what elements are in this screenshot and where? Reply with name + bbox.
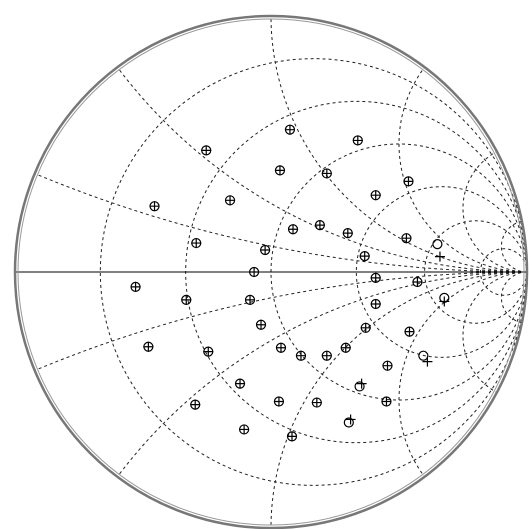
measured-point (432, 238, 443, 250)
simulated-point (311, 397, 322, 408)
measured-point (418, 350, 429, 361)
simulated-point (360, 322, 371, 333)
simulated-point (284, 124, 295, 135)
simulated-point (191, 238, 202, 249)
simulated-point (439, 296, 450, 307)
simulated-point (245, 294, 256, 305)
simulated-point (130, 281, 141, 292)
reactance-arc (398, 271, 528, 478)
reactance-arc (500, 271, 528, 324)
simulated-point (404, 326, 415, 337)
simulated-point (422, 356, 433, 367)
simulated-point (273, 396, 284, 407)
simulated-point (403, 176, 414, 187)
simulated-point (288, 224, 299, 235)
outer-circle-inner (17, 18, 525, 526)
simulated-point (225, 195, 236, 206)
simulated-point (314, 220, 325, 231)
simulated-point (382, 360, 393, 371)
measured-point (343, 417, 354, 428)
simulated-point (190, 399, 201, 410)
reactance-arc (34, 173, 528, 273)
simulated-point (342, 228, 353, 239)
simulated-point (356, 378, 367, 389)
simulated-point (345, 414, 356, 425)
simulated-point (434, 251, 445, 262)
reactance-arc (462, 151, 528, 273)
reactance-arc (117, 66, 528, 273)
simulated-point (203, 346, 214, 357)
simulated-point (321, 350, 332, 361)
reactance-arc (398, 66, 528, 273)
reactance-arc (270, 15, 528, 273)
reactance-arc (462, 271, 528, 393)
reactance-arc (34, 271, 528, 371)
measured-point (354, 381, 365, 392)
simulated-point (321, 168, 332, 179)
simulated-point (370, 272, 381, 283)
simulated-point (249, 267, 260, 277)
simulated-point (235, 378, 246, 389)
outer-circle (13, 14, 529, 529)
simulated-point (352, 135, 363, 146)
simulated-point (286, 431, 297, 442)
simulated-point (256, 319, 267, 330)
simulated-point (340, 342, 351, 353)
simulated-point (260, 244, 271, 255)
simulated-point (370, 190, 381, 201)
simulated-point (181, 294, 192, 305)
reactance-arc (117, 271, 528, 478)
simulated-point (359, 251, 370, 262)
simulated-point (275, 342, 286, 353)
simulated-point (149, 201, 160, 212)
reactance-arc (500, 220, 528, 273)
simulated-point (401, 233, 412, 244)
simulated-point (274, 165, 285, 176)
simulated-point (370, 299, 381, 309)
simulated-point (201, 145, 212, 156)
simulated-point (412, 276, 423, 287)
simulated-point (381, 396, 392, 407)
simulated-point (295, 350, 306, 361)
simulated-point (239, 424, 250, 435)
simulated-point (143, 341, 154, 352)
